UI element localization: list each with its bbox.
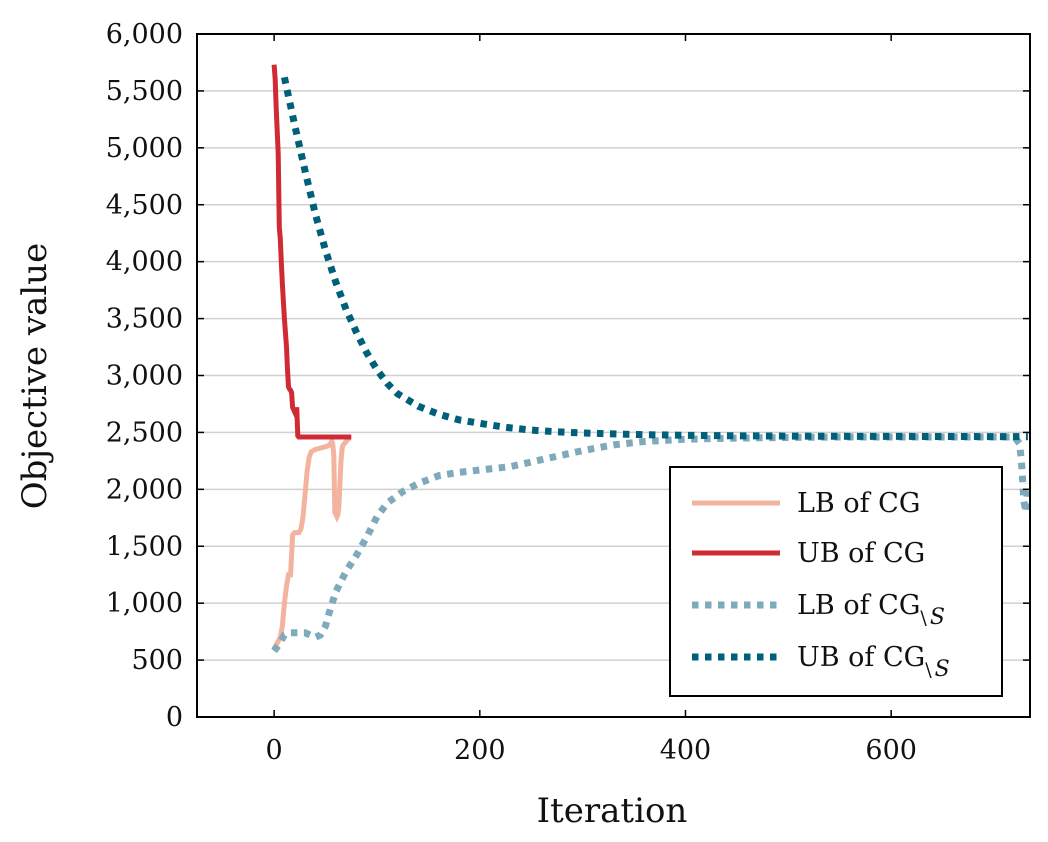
y-tick-label: 5,000 [106, 133, 183, 164]
series-line-4 [280, 76, 1028, 441]
y-tick-label: 6,000 [106, 19, 183, 50]
y-tick-label: 3,000 [106, 361, 183, 392]
y-tick-label: 5,500 [106, 76, 183, 107]
tick-layer: 0 500 1,000 1,500 2,000 2,500 3,000 3,500 4,000 4… [106, 19, 1030, 766]
y-tick-label: 3,500 [106, 304, 183, 335]
y-tick-label: 4,500 [106, 190, 183, 221]
y-tick-label: 0 [166, 702, 183, 733]
legend-label-3: LB of CG\ S [797, 590, 945, 630]
y-tick-label: 4,000 [106, 247, 183, 278]
series-line-1 [271, 435, 352, 650]
legend-label-2: UB of CG [797, 538, 925, 569]
y-axis-label: Objective value [15, 243, 55, 509]
series-line-3 [271, 433, 1032, 654]
x-axis-label: Iteration [537, 791, 688, 831]
y-tick-label: 2,000 [106, 474, 183, 505]
legend-items: LB of CG UB of CG LB of CG\ S UB of CG\ S [692, 488, 950, 682]
x-tick-label: 200 [454, 735, 506, 766]
x-tick-label: 600 [865, 735, 917, 766]
series-layer [271, 64, 1032, 654]
x-tick-label: 0 [266, 735, 283, 766]
x-tick-label: 400 [660, 735, 712, 766]
legend: LB of CG UB of CG LB of CG\ S UB of CG\ S [669, 466, 1003, 697]
y-tick-label: 500 [131, 645, 183, 676]
legend-label-4: UB of CG\ S [797, 642, 950, 682]
y-tick-label: 2,500 [106, 417, 183, 448]
series-line-2 [271, 64, 352, 440]
legend-label-1: LB of CG [797, 488, 920, 519]
y-tick-label: 1,500 [106, 531, 183, 562]
y-tick-label: 1,000 [106, 588, 183, 619]
